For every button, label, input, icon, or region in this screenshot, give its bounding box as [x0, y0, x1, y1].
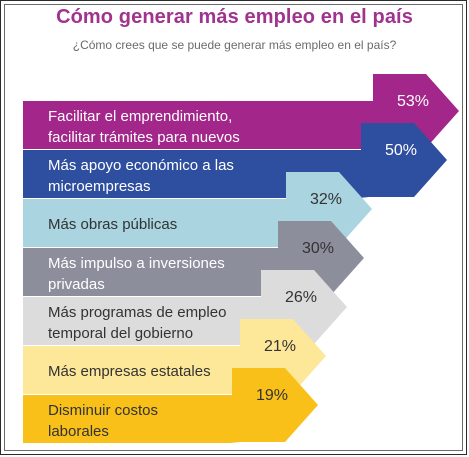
category-label-line: Más empresas estatales: [48, 363, 211, 380]
value-label-7: 19%: [256, 387, 288, 404]
category-label-line: Más obras públicas: [48, 216, 177, 233]
category-label-line: microempresas: [48, 178, 151, 195]
value-label-4: 30%: [302, 240, 334, 257]
value-label-5: 26%: [285, 289, 317, 306]
bar-1: [23, 74, 459, 149]
category-label-line: Disminuir costos: [48, 402, 158, 419]
category-label-line: facilitar trámites para nuevos: [48, 129, 240, 146]
bar-7: [23, 368, 318, 443]
category-label-4: Más impulso a inversiones privadas: [48, 255, 225, 293]
category-label-line: Facilitar el emprendimiento,: [48, 108, 232, 125]
category-label-7: Disminuir costos laborales: [48, 402, 158, 440]
value-label-1: 53%: [397, 93, 429, 110]
category-label-line: Más apoyo económico a las: [48, 157, 234, 174]
category-label-1: Facilitar el emprendimiento, facilitar tr…: [48, 108, 240, 146]
category-label-line: laborales: [48, 423, 109, 440]
category-label-line: privadas: [48, 276, 105, 293]
category-label-5: Más programas de empleo temporal del gobi…: [48, 304, 226, 342]
category-label-2: Más apoyo económico a las microempresas: [48, 157, 234, 195]
category-label-line: Más impulso a inversiones: [48, 255, 225, 272]
category-label-line: temporal del gobierno: [48, 325, 193, 342]
chart-title: Cómo generar más empleo en el país: [56, 6, 413, 28]
value-label-2: 50%: [385, 142, 417, 159]
category-label-3: Más obras públicas: [48, 216, 177, 233]
chart-frame-inner: [4, 4, 463, 451]
value-label-6: 21%: [264, 338, 296, 355]
value-label-3: 32%: [310, 191, 342, 208]
category-label-line: Más programas de empleo: [48, 304, 226, 321]
chart-subtitle: ¿Cómo crees que se puede generar más emp…: [72, 38, 397, 52]
category-label-6: Más empresas estatales: [48, 363, 211, 380]
